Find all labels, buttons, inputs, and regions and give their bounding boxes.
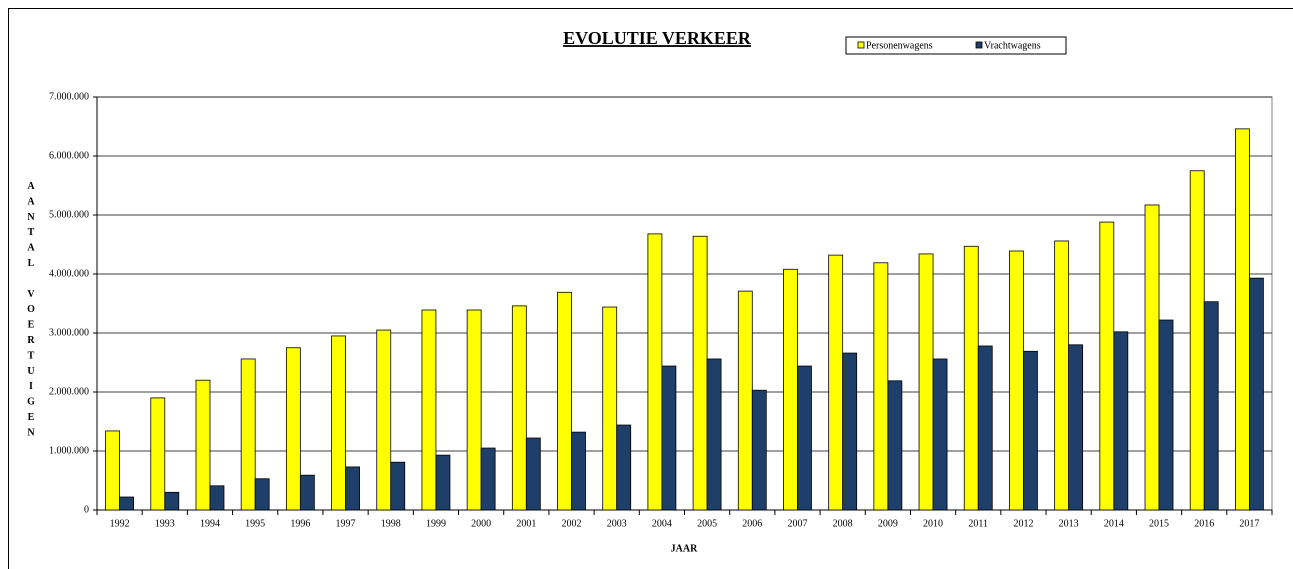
x-tick-label: 2005 xyxy=(697,518,717,529)
y-tick-label: 7.000.000 xyxy=(49,91,89,102)
bar xyxy=(209,485,225,511)
bar xyxy=(345,466,360,511)
bar xyxy=(1249,277,1264,511)
x-tick-label: 2004 xyxy=(652,518,672,529)
y-tick-label: 6.000.000 xyxy=(49,150,89,161)
bar xyxy=(1235,128,1250,511)
x-tick-label: 2016 xyxy=(1194,518,1214,529)
y-tick-label: 0 xyxy=(84,504,89,515)
bar xyxy=(887,380,903,511)
bar xyxy=(1099,221,1115,511)
x-tick-label: 1993 xyxy=(155,518,175,529)
bar xyxy=(751,389,767,511)
y-axis-title: AANTAL VOERTUIGEN xyxy=(26,181,37,443)
x-tick-label: 2008 xyxy=(833,518,853,529)
x-tick-label: 2014 xyxy=(1104,518,1124,529)
bar xyxy=(932,358,948,511)
x-tick-label: 1994 xyxy=(200,518,220,529)
bar xyxy=(977,345,993,511)
bar xyxy=(480,447,496,511)
bar xyxy=(602,306,618,511)
legend-swatch xyxy=(857,41,865,49)
x-tick-label: 1997 xyxy=(336,518,356,529)
bar xyxy=(842,352,858,511)
bar xyxy=(692,235,708,511)
bar xyxy=(164,491,180,511)
bar xyxy=(828,254,844,511)
bar xyxy=(150,397,166,511)
legend-label: Vrachtwagens xyxy=(984,40,1041,51)
x-tick-label: 1996 xyxy=(290,518,310,529)
bar xyxy=(435,454,451,511)
x-tick-label: 2003 xyxy=(607,518,627,529)
y-tick-label: 3.000.000 xyxy=(49,327,89,338)
bar xyxy=(797,365,812,511)
x-tick-label: 2009 xyxy=(878,518,898,529)
bar xyxy=(1189,170,1205,511)
x-tick-label: 1995 xyxy=(245,518,265,529)
legend-label: Personenwagens xyxy=(866,40,933,51)
bar xyxy=(1009,250,1024,511)
y-tick-label: 2.000.000 xyxy=(49,386,89,397)
bar xyxy=(647,233,663,511)
bar xyxy=(1144,204,1160,511)
y-tick-label: 5.000.000 xyxy=(49,209,89,220)
bar xyxy=(706,358,722,511)
bar xyxy=(390,461,406,511)
bar xyxy=(511,305,527,511)
bar xyxy=(571,431,586,511)
x-tick-label: 2000 xyxy=(471,518,491,529)
bar xyxy=(1158,319,1174,511)
bar xyxy=(105,430,120,511)
bar xyxy=(240,358,256,511)
x-tick-label: 2017 xyxy=(1239,518,1259,529)
bar xyxy=(195,379,211,511)
bar xyxy=(661,365,677,511)
x-tick-label: 2002 xyxy=(562,518,582,529)
x-tick-label: 2001 xyxy=(516,518,536,529)
legend-box xyxy=(845,36,1067,55)
bar xyxy=(299,474,315,511)
bar xyxy=(1113,331,1129,511)
x-tick-label: 2006 xyxy=(742,518,762,529)
bar xyxy=(1054,240,1070,511)
x-tick-label: 2010 xyxy=(923,518,943,529)
x-tick-label: 1999 xyxy=(426,518,446,529)
x-tick-label: 2011 xyxy=(968,518,988,529)
bar xyxy=(557,291,572,511)
x-tick-label: 2013 xyxy=(1059,518,1079,529)
bar xyxy=(616,424,632,511)
x-tick-label: 1998 xyxy=(381,518,401,529)
bar xyxy=(963,245,979,511)
bar xyxy=(783,268,798,511)
bar xyxy=(285,347,301,511)
plot-area xyxy=(96,96,1273,511)
x-tick-label: 2015 xyxy=(1149,518,1169,529)
bar xyxy=(918,253,934,511)
bar xyxy=(873,262,889,511)
bar xyxy=(737,290,753,511)
bar xyxy=(1023,350,1038,511)
x-tick-label: 2012 xyxy=(1013,518,1033,529)
y-tick-label: 4.000.000 xyxy=(49,268,89,279)
frame xyxy=(8,8,1293,569)
bar xyxy=(254,478,270,511)
chart-title: EVOLUTIE VERKEER xyxy=(563,28,752,48)
bar xyxy=(466,309,482,511)
x-axis-title: JAAR xyxy=(671,543,698,554)
bar xyxy=(525,437,541,511)
x-tick-label: 2007 xyxy=(787,518,807,529)
bar xyxy=(421,309,437,511)
y-tick-label: 1.000.000 xyxy=(49,445,89,456)
bar xyxy=(119,496,134,511)
bar xyxy=(1068,344,1084,511)
legend-swatch xyxy=(975,41,983,49)
bar xyxy=(1203,301,1219,511)
x-tick-label: 1992 xyxy=(110,518,130,529)
bar xyxy=(376,329,392,511)
bar xyxy=(331,335,346,511)
